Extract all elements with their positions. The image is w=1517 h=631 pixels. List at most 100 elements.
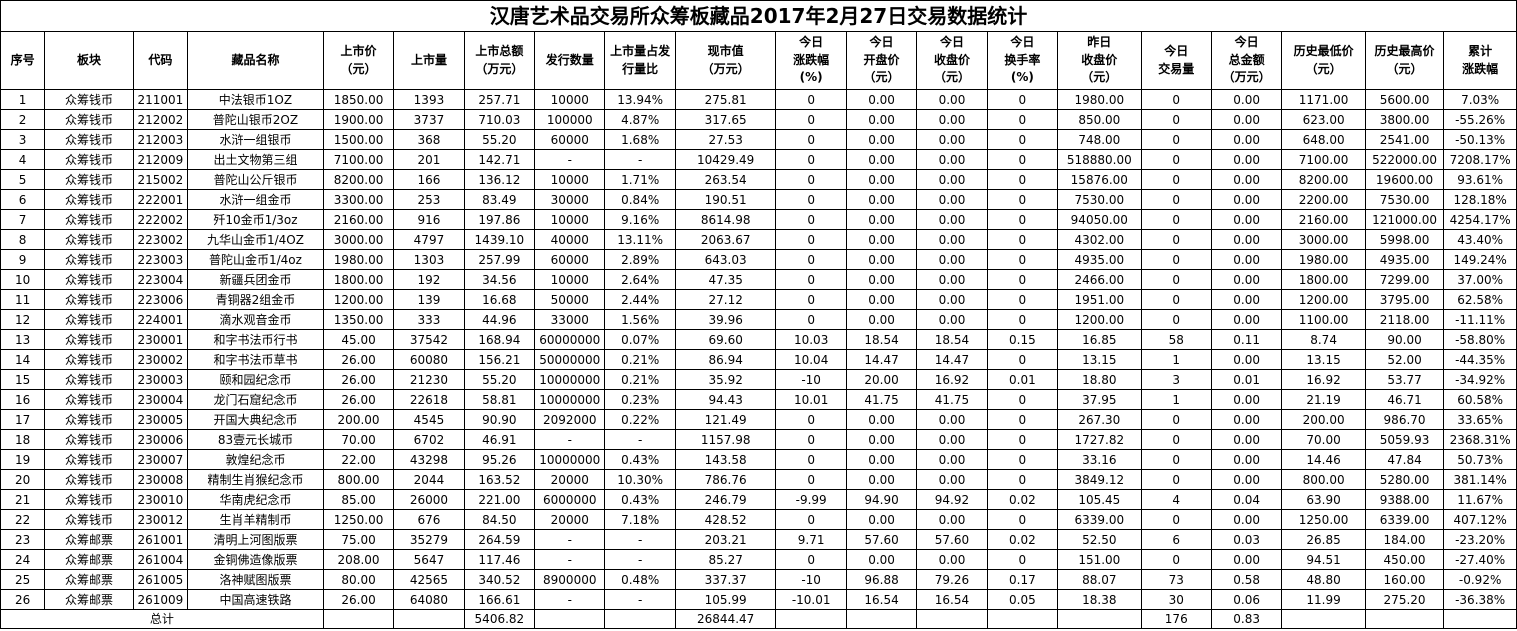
table-cell: 200.00: [322, 409, 395, 430]
table-cell: 0: [986, 389, 1059, 410]
table-cell: 57.60: [916, 529, 988, 550]
table-cell: -10: [775, 369, 847, 390]
table-cell: 4: [1140, 489, 1212, 510]
table-cell: 0.00: [916, 109, 988, 130]
table-cell: 0: [775, 449, 847, 470]
table-cell: 中国高速铁路: [187, 589, 324, 610]
table-cell: 230002: [132, 349, 189, 370]
table-cell: 10000: [534, 89, 606, 110]
table-cell: 264.59: [463, 529, 536, 550]
table-cell: 0: [775, 549, 847, 570]
table-cell: 10000: [534, 269, 606, 290]
table-row: 23 众筹邮票 261001 清明上河图版票 75.00 35279 264.59- -203…: [0, 529, 1517, 550]
table-cell: 1100.00: [1281, 309, 1366, 330]
table-cell: 0: [775, 469, 847, 490]
table-cell: 众筹钱币: [44, 89, 134, 110]
table-cell: 0.01: [986, 369, 1059, 390]
table-cell: 230004: [132, 389, 189, 410]
table-cell: 143.58: [674, 449, 777, 470]
table-cell: 6339.00: [1364, 509, 1445, 530]
table-cell: 381.14%: [1443, 469, 1517, 490]
column-header-line: 序号: [10, 52, 35, 67]
table-cell: 12: [0, 309, 46, 330]
table-cell: 22: [0, 509, 46, 530]
column-header-line: 上市总额: [475, 44, 524, 59]
table-cell: 1250.00: [322, 509, 395, 530]
table-cell: 0: [1140, 449, 1212, 470]
table-cell: 37542: [393, 329, 465, 350]
table-cell: 0.00: [916, 309, 988, 330]
table-cell: 253: [393, 189, 465, 210]
table-cell: 0.00: [916, 289, 988, 310]
table-cell: 0.02: [986, 529, 1059, 550]
table-cell: 1303: [393, 249, 465, 270]
table-cell: 222001: [132, 189, 189, 210]
table-cell: 0.04: [1210, 489, 1283, 510]
total-empty-cell: [604, 609, 676, 629]
table-cell: 1727.82: [1057, 429, 1142, 450]
table-cell: 27.53: [674, 129, 777, 150]
column-header-line: (%): [1010, 70, 1034, 85]
table-cell: 和字书法币行书: [187, 329, 324, 350]
table-row: 10 众筹钱币 223004 新疆兵团金币 1800.00 192 34.56 10000 2.…: [0, 269, 1517, 290]
table-cell: 16.92: [916, 369, 988, 390]
table-cell: 4.87%: [604, 109, 676, 130]
table-cell: 60080: [393, 349, 465, 370]
table-cell: 0.00: [1210, 209, 1283, 230]
table-cell: 0.00: [916, 89, 988, 110]
table-cell: 0.00: [1210, 149, 1283, 170]
table-cell: 50000000: [534, 349, 606, 370]
column-header-line: 发行数量: [545, 52, 594, 67]
table-cell: 30: [1140, 589, 1212, 610]
table-cell: 0.00: [916, 409, 988, 430]
table-cell: 93.61%: [1443, 169, 1517, 190]
table-cell: 0: [986, 309, 1059, 330]
table-cell: 龙门石窟纪念币: [187, 389, 324, 410]
table-cell: 1980.00: [1281, 249, 1366, 270]
table-cell: 洛神赋图版票: [187, 569, 324, 590]
table-cell: 0: [986, 549, 1059, 570]
table-cell: 颐和园纪念币: [187, 369, 324, 390]
table-row: 8 众筹钱币 223002 九华山金币1/4OZ 3000.00 4797 1439.10 4…: [0, 229, 1517, 250]
table-cell: 916: [393, 209, 465, 230]
table-cell: 0.01: [1210, 369, 1283, 390]
table-cell: -27.40%: [1443, 549, 1517, 570]
table-cell: 6000000: [534, 489, 606, 510]
table-cell: 0.00: [1210, 389, 1283, 410]
table-cell: 70.00: [322, 429, 395, 450]
table-cell: 7.18%: [604, 509, 676, 530]
table-cell: 70.00: [1281, 429, 1366, 450]
table-cell: -36.38%: [1443, 589, 1517, 610]
table-cell: 0: [1140, 189, 1212, 210]
table-cell: 212003: [132, 129, 189, 150]
table-cell: 26.00: [322, 369, 395, 390]
column-header-line: 今日: [869, 35, 894, 50]
table-cell: 212002: [132, 109, 189, 130]
table-cell: 10000: [534, 169, 606, 190]
table-cell: 15876.00: [1057, 169, 1142, 190]
table-cell: 众筹钱币: [44, 449, 134, 470]
table-cell: 136.12: [463, 169, 536, 190]
table-row: 16 众筹钱币 230004 龙门石窟纪念币 26.00 22618 58.81 100000…: [0, 389, 1517, 410]
table-cell: 18: [0, 429, 46, 450]
table-cell: 1157.98: [674, 429, 777, 450]
column-header: 上市量占发 行量比: [604, 31, 676, 90]
table-cell: 水浒一组金币: [187, 189, 324, 210]
table-cell: 众筹钱币: [44, 249, 134, 270]
table-cell: 0: [986, 129, 1059, 150]
table-cell: 0.11: [1210, 329, 1283, 350]
table-cell: 8614.98: [674, 209, 777, 230]
table-cell: 0: [1140, 129, 1212, 150]
table-cell: -: [534, 549, 606, 570]
table-cell: 众筹钱币: [44, 109, 134, 130]
table-cell: 众筹钱币: [44, 509, 134, 530]
table-cell: 0: [775, 149, 847, 170]
table-cell: 7100.00: [1281, 149, 1366, 170]
table-cell: 0.00: [845, 429, 918, 450]
table-cell: 41.75: [845, 389, 918, 410]
table-cell: 221.00: [463, 489, 536, 510]
table-cell: 7299.00: [1364, 269, 1445, 290]
table-cell: 0.00: [916, 209, 988, 230]
table-cell: 142.71: [463, 149, 536, 170]
table-cell: 0: [986, 429, 1059, 450]
